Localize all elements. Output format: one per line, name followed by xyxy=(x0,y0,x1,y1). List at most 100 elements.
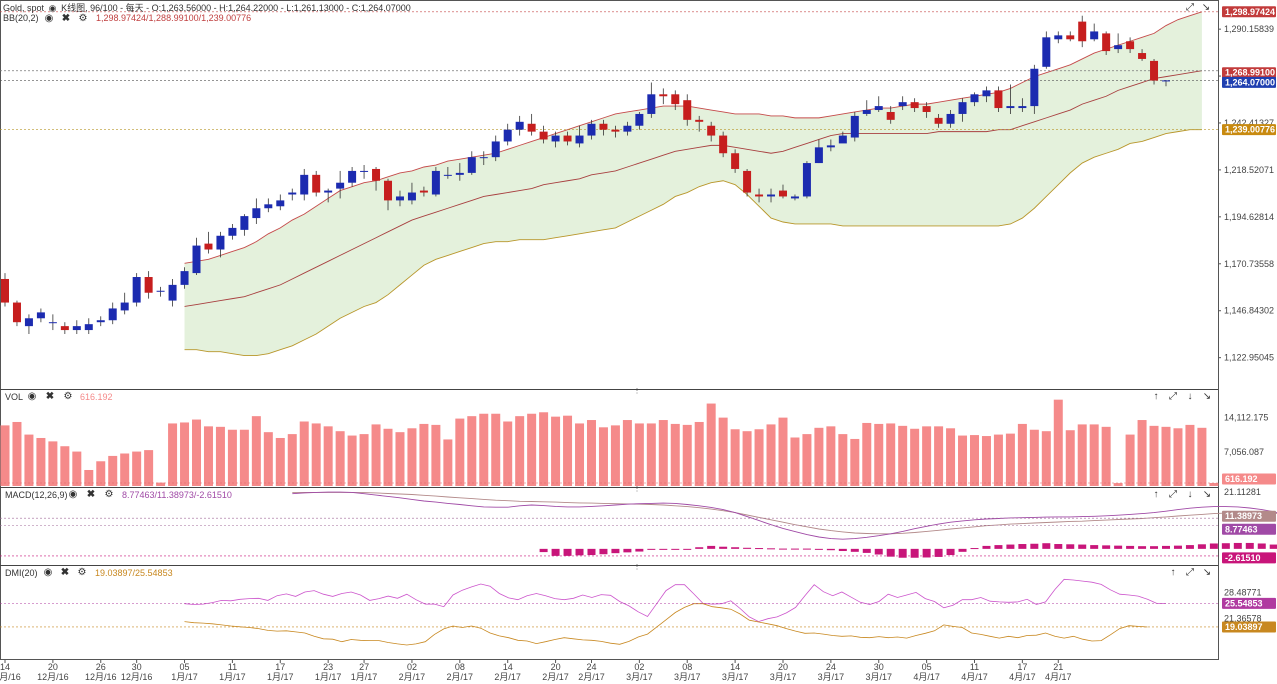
volume-bar[interactable] xyxy=(443,439,453,486)
volume-bar[interactable] xyxy=(1173,428,1183,486)
candle[interactable] xyxy=(216,231,225,258)
candle-body[interactable] xyxy=(324,190,333,193)
macd-histogram-bar[interactable] xyxy=(767,548,776,550)
volume-bar[interactable] xyxy=(36,437,46,486)
volume-bar[interactable] xyxy=(431,424,441,486)
macd-histogram-bar[interactable] xyxy=(695,547,704,549)
volume-bar[interactable] xyxy=(1065,430,1075,486)
candle[interactable] xyxy=(1054,31,1063,44)
volume-bar[interactable] xyxy=(156,482,166,486)
candle[interactable] xyxy=(1150,58,1159,85)
candle[interactable] xyxy=(276,194,285,211)
volume-bar[interactable] xyxy=(383,428,393,486)
candle-body[interactable] xyxy=(431,170,440,195)
volume-bar[interactable] xyxy=(287,434,297,486)
candle-body[interactable] xyxy=(395,196,404,201)
macd-histogram-bar[interactable] xyxy=(1185,545,1194,549)
candle[interactable] xyxy=(838,131,847,144)
maximize-icon[interactable]: ⤢ xyxy=(1186,567,1194,578)
macd-histogram-bar[interactable] xyxy=(1078,544,1087,549)
candle-body[interactable] xyxy=(647,94,656,114)
candle-body[interactable] xyxy=(599,123,608,130)
candle-body[interactable] xyxy=(1114,45,1123,50)
macd-histogram-bar[interactable] xyxy=(731,547,740,549)
macd-histogram-bar[interactable] xyxy=(1042,543,1051,549)
macd-histogram-bar[interactable] xyxy=(755,548,764,550)
minimize-icon[interactable]: ↘ xyxy=(1202,391,1212,402)
candle[interactable] xyxy=(1090,23,1099,42)
candle-body[interactable] xyxy=(719,135,728,154)
candle[interactable] xyxy=(659,88,668,105)
candle-body[interactable] xyxy=(551,135,560,142)
candle[interactable] xyxy=(1030,64,1039,114)
candle-body[interactable] xyxy=(826,145,835,148)
candle-body[interactable] xyxy=(539,131,548,140)
volume-bar[interactable] xyxy=(251,416,261,486)
volume-bar[interactable] xyxy=(754,429,764,486)
volume-bar[interactable] xyxy=(766,424,776,486)
macd-histogram-bar[interactable] xyxy=(623,548,632,553)
candle-body[interactable] xyxy=(1126,41,1135,50)
candle[interactable] xyxy=(156,286,165,297)
volume-bar[interactable] xyxy=(838,434,848,486)
macd-histogram-bar[interactable] xyxy=(599,548,608,555)
candle-body[interactable] xyxy=(611,129,620,132)
candle-body[interactable] xyxy=(228,227,237,236)
candle-body[interactable] xyxy=(36,312,45,319)
candle-body[interactable] xyxy=(1150,60,1159,81)
maximize-icon[interactable]: ⤢ xyxy=(1169,489,1177,500)
candle[interactable] xyxy=(395,190,404,207)
candle-body[interactable] xyxy=(731,153,740,169)
volume-bar[interactable] xyxy=(622,420,632,486)
candle[interactable] xyxy=(814,139,823,164)
candle[interactable] xyxy=(958,98,967,122)
candle[interactable] xyxy=(1078,15,1087,48)
volume-bar[interactable] xyxy=(108,455,118,486)
macd-histogram-bar[interactable] xyxy=(1054,544,1063,549)
candle[interactable] xyxy=(850,111,859,142)
volume-bar[interactable] xyxy=(347,435,357,486)
candle[interactable] xyxy=(1162,80,1170,87)
volume-bar[interactable] xyxy=(60,446,70,486)
volume-bar[interactable] xyxy=(311,423,321,486)
candle[interactable] xyxy=(587,119,596,140)
candle-body[interactable] xyxy=(1138,53,1147,59)
eye-icon[interactable]: ◉ xyxy=(68,489,78,500)
candle-body[interactable] xyxy=(300,174,309,195)
volume-bar[interactable] xyxy=(539,412,549,486)
close-icon[interactable]: ✖ xyxy=(61,13,71,24)
candle[interactable] xyxy=(1006,84,1015,114)
minimize-icon[interactable]: ↘ xyxy=(1201,2,1211,13)
candle-body[interactable] xyxy=(204,243,213,250)
candle[interactable] xyxy=(635,111,644,130)
macd-panel[interactable] xyxy=(0,491,1277,558)
volume-bar[interactable] xyxy=(981,436,991,486)
macd-histogram-bar[interactable] xyxy=(1269,544,1277,549)
volume-bar[interactable] xyxy=(144,450,154,486)
macd-histogram-bar[interactable] xyxy=(1162,545,1170,549)
candle[interactable] xyxy=(539,125,548,144)
macd-histogram-bar[interactable] xyxy=(1018,544,1027,549)
volume-bar[interactable] xyxy=(1149,425,1159,486)
macd-histogram-bar[interactable] xyxy=(551,548,560,556)
volume-bar[interactable] xyxy=(371,424,381,486)
candle[interactable] xyxy=(731,149,740,173)
candle[interactable] xyxy=(623,121,632,136)
candle[interactable] xyxy=(778,184,787,199)
volume-bar[interactable] xyxy=(180,422,190,486)
volume-bar[interactable] xyxy=(1125,434,1135,486)
volume-bar[interactable] xyxy=(1209,483,1219,486)
candle-body[interactable] xyxy=(156,290,165,292)
candle-body[interactable] xyxy=(168,284,177,301)
candle-body[interactable] xyxy=(1054,35,1063,40)
candle[interactable] xyxy=(12,300,21,327)
volume-bar[interactable] xyxy=(84,469,94,486)
volume-bar[interactable] xyxy=(586,420,596,486)
macd-histogram-bar[interactable] xyxy=(1090,545,1099,549)
volume-bar[interactable] xyxy=(862,422,872,486)
macd-histogram-bar[interactable] xyxy=(539,548,548,553)
candle[interactable] xyxy=(1066,31,1075,42)
volume-bar[interactable] xyxy=(886,423,896,486)
volume-bar[interactable] xyxy=(491,413,501,486)
candle[interactable] xyxy=(790,194,799,201)
